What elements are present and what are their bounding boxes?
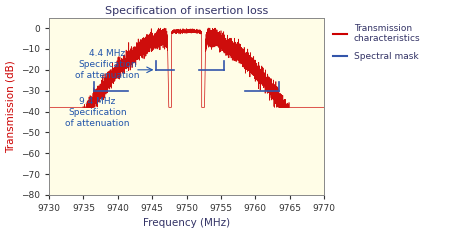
Legend: Transmission
characteristics, Spectral mask: Transmission characteristics, Spectral m… xyxy=(331,22,422,63)
Title: Specification of insertion loss: Specification of insertion loss xyxy=(105,6,268,15)
Text: 4.4 MHz
Specification
of attenuation: 4.4 MHz Specification of attenuation xyxy=(75,49,140,80)
X-axis label: Frequency (MHz): Frequency (MHz) xyxy=(143,219,230,228)
Text: 9.4 MHz
Specification
of attenuation: 9.4 MHz Specification of attenuation xyxy=(65,97,130,128)
Y-axis label: Transmission (dB): Transmission (dB) xyxy=(5,60,16,153)
